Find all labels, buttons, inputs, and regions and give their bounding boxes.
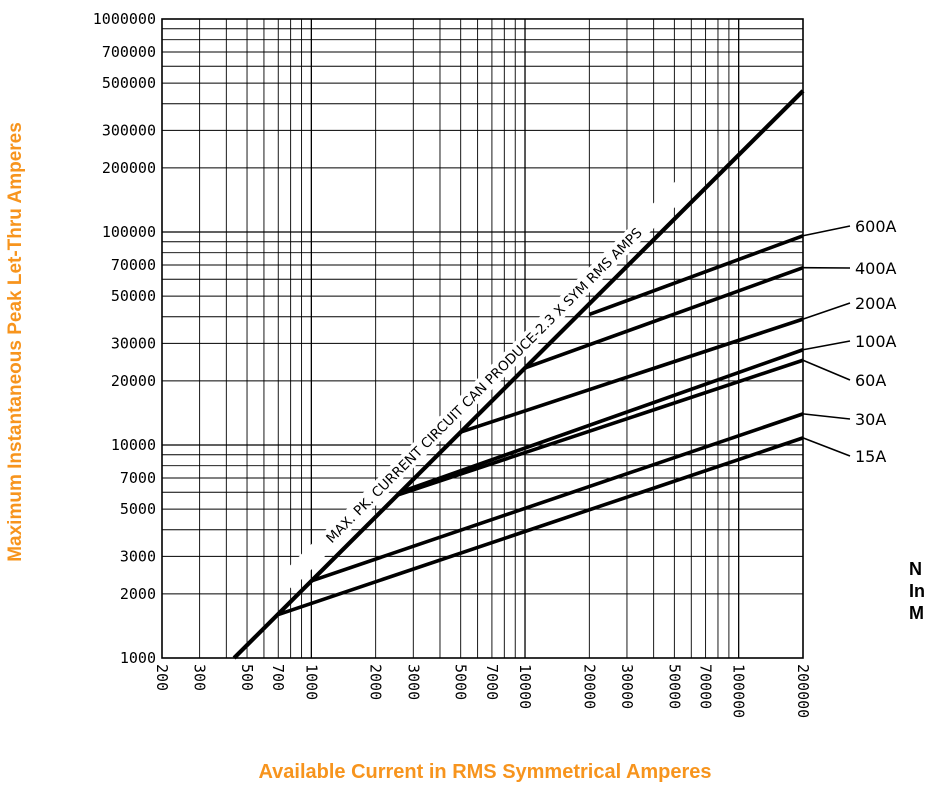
- x-tick-label: 3000: [404, 664, 422, 700]
- series-line-30a: [310, 412, 804, 583]
- x-tick-label: 20000: [580, 664, 598, 709]
- rating-label-600a: 600A: [855, 217, 897, 236]
- series-line-15a: [277, 436, 804, 617]
- x-tick-label: 500: [238, 664, 256, 691]
- y-tick-label: 70000: [111, 256, 156, 274]
- series-line-400a: [524, 265, 804, 370]
- max-peak-label-backing: [279, 181, 689, 590]
- x-tick-label: 70000: [697, 664, 715, 709]
- x-tick-labels: 200 300 500 700 1000 2000 3000 5000 7000 10000 200…: [153, 664, 812, 718]
- y-tick-labels: 1000000 700000 500000 300000 200000 100000 700…: [93, 10, 156, 667]
- series-line-60a: [395, 358, 804, 498]
- grid-lines: [162, 19, 803, 658]
- y-tick-label: 200000: [102, 159, 156, 177]
- x-tick-label: 200000: [794, 664, 812, 718]
- leader-line-15a: [802, 437, 851, 457]
- x-tick-label: 10000: [516, 664, 534, 709]
- y-axis-title: Maximum Instantaneous Peak Let-Thru Ampe…: [5, 122, 26, 562]
- leader-line-30a: [802, 413, 851, 420]
- y-tick-label: 1000000: [93, 10, 156, 28]
- y-tick-label: 3000: [120, 547, 156, 565]
- note-line-3: M: [909, 603, 924, 623]
- rating-label-200a: 200A: [855, 294, 897, 313]
- x-tick-label: 700: [269, 664, 287, 691]
- note-line-1: N: [909, 559, 922, 579]
- y-tick-label: 20000: [111, 372, 156, 390]
- x-tick-label: 5000: [452, 664, 470, 700]
- truncated-note: N In M: [909, 559, 925, 623]
- y-tick-label: 50000: [111, 287, 156, 305]
- y-tick-label: 100000: [102, 223, 156, 241]
- y-tick-label: 500000: [102, 74, 156, 92]
- leader-line-200a: [802, 302, 851, 320]
- x-axis-title: Available Current in RMS Symmetrical Amp…: [258, 761, 711, 783]
- y-tick-label: 30000: [111, 334, 156, 352]
- rating-label-30a: 30A: [855, 410, 886, 429]
- series-line-max-peak: [232, 89, 805, 660]
- leader-line-100a: [802, 340, 851, 351]
- leader-line-60a: [802, 359, 851, 381]
- rating-label-15a: 15A: [855, 447, 886, 466]
- rating-label-100a: 100A: [855, 332, 897, 351]
- x-tick-label: 30000: [618, 664, 636, 709]
- x-tick-label: 200: [153, 664, 171, 691]
- y-tick-label: 300000: [102, 121, 156, 139]
- y-tick-label: 1000: [120, 649, 156, 667]
- y-tick-label: 700000: [102, 43, 156, 61]
- y-tick-label: 7000: [120, 469, 156, 487]
- x-tick-label: 1000: [302, 664, 320, 700]
- y-tick-label: 10000: [111, 436, 156, 454]
- x-tick-label: 7000: [483, 664, 501, 700]
- series-labels: MAX. PK. CURRENT CIRCUIT CAN PRODUCE-2.3…: [279, 181, 897, 590]
- x-tick-label: 100000: [730, 664, 748, 718]
- x-tick-label: 50000: [665, 664, 683, 709]
- rating-label-400a: 400A: [855, 259, 897, 278]
- series-line-100a: [399, 348, 804, 494]
- plot-frame: [161, 18, 804, 659]
- y-tick-label: 5000: [120, 500, 156, 518]
- leader-line-600a: [802, 225, 851, 237]
- x-tick-label: 300: [191, 664, 209, 691]
- note-line-2: In: [909, 581, 925, 601]
- series-line-200a: [460, 317, 804, 434]
- x-tick-label: 2000: [367, 664, 385, 700]
- series-line-600a: [588, 234, 804, 317]
- y-tick-label: 2000: [120, 585, 156, 603]
- rating-label-60a: 60A: [855, 371, 886, 390]
- series-lines: [232, 89, 805, 660]
